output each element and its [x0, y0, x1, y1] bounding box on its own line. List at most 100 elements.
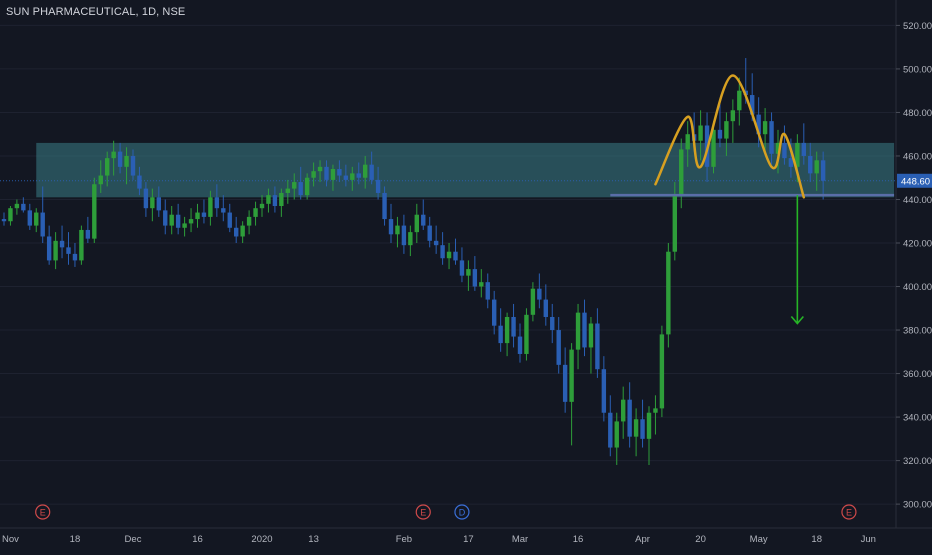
candle[interactable] — [14, 199, 20, 215]
candle[interactable] — [621, 386, 626, 439]
candle[interactable] — [382, 186, 387, 226]
candle[interactable] — [730, 99, 736, 143]
candle[interactable] — [485, 273, 490, 309]
candle[interactable] — [34, 208, 39, 233]
candle[interactable] — [588, 316, 594, 374]
candle[interactable] — [453, 238, 458, 265]
candle[interactable] — [227, 203, 232, 233]
candle[interactable] — [98, 160, 103, 193]
candle[interactable] — [388, 203, 394, 244]
candle[interactable] — [769, 112, 774, 165]
candle[interactable] — [375, 166, 381, 200]
candle[interactable] — [92, 177, 97, 244]
candle[interactable] — [440, 232, 445, 265]
candle[interactable] — [408, 225, 413, 257]
candle[interactable] — [324, 160, 329, 187]
candle[interactable] — [311, 162, 316, 187]
candle[interactable] — [350, 166, 355, 191]
candle[interactable] — [279, 188, 284, 217]
candle[interactable] — [601, 356, 607, 422]
candle[interactable] — [369, 151, 374, 185]
candle[interactable] — [208, 190, 213, 226]
earnings-event-marker[interactable]: E — [415, 504, 431, 520]
candle[interactable] — [724, 112, 729, 156]
candle[interactable] — [782, 125, 787, 165]
candle[interactable] — [201, 199, 207, 224]
candle[interactable] — [511, 303, 516, 348]
candle[interactable] — [530, 282, 536, 322]
candle[interactable] — [124, 147, 129, 185]
candle[interactable] — [595, 308, 600, 378]
candle[interactable] — [272, 186, 278, 213]
candle[interactable] — [472, 256, 478, 291]
candle[interactable] — [53, 232, 58, 270]
candle[interactable] — [163, 199, 168, 235]
candle[interactable] — [659, 325, 665, 418]
candle[interactable] — [8, 206, 13, 226]
candle[interactable] — [524, 308, 529, 361]
candle[interactable] — [614, 412, 619, 465]
candle[interactable] — [421, 199, 426, 230]
candle[interactable] — [46, 225, 52, 265]
candle[interactable] — [537, 273, 542, 309]
candle[interactable] — [550, 303, 555, 344]
candle[interactable] — [446, 243, 452, 270]
candle[interactable] — [259, 195, 265, 217]
candle[interactable] — [195, 203, 200, 228]
candle[interactable] — [363, 155, 368, 189]
candle[interactable] — [246, 210, 252, 235]
candle[interactable] — [266, 188, 271, 213]
earnings-event-marker[interactable]: E — [841, 504, 857, 520]
candle[interactable] — [679, 138, 684, 209]
candle[interactable] — [737, 77, 742, 126]
price-axis[interactable] — [896, 0, 932, 550]
candle[interactable] — [575, 303, 581, 370]
candle[interactable] — [414, 203, 419, 244]
candle[interactable] — [543, 284, 548, 326]
candle[interactable] — [395, 216, 400, 248]
candle[interactable] — [240, 221, 245, 244]
candle[interactable] — [66, 232, 71, 265]
candle[interactable] — [498, 308, 503, 352]
candle[interactable] — [85, 216, 91, 244]
candle[interactable] — [285, 179, 290, 204]
earnings-event-marker[interactable]: E — [35, 504, 51, 520]
dividend-event-marker[interactable]: D — [454, 504, 470, 520]
candle[interactable] — [459, 247, 465, 283]
candle[interactable] — [117, 142, 123, 174]
candle[interactable] — [698, 110, 703, 161]
candle[interactable] — [814, 151, 819, 191]
candle[interactable] — [562, 347, 568, 413]
candle[interactable] — [356, 162, 361, 185]
candle[interactable] — [640, 399, 645, 448]
candle[interactable] — [666, 243, 671, 348]
candle[interactable] — [517, 323, 523, 363]
candle[interactable] — [169, 206, 174, 235]
candle[interactable] — [466, 260, 471, 291]
candle[interactable] — [40, 186, 45, 244]
candle[interactable] — [401, 214, 407, 254]
candle[interactable] — [298, 166, 303, 200]
candle[interactable] — [292, 173, 297, 200]
candle[interactable] — [427, 216, 432, 248]
candle[interactable] — [214, 184, 220, 217]
candle[interactable] — [556, 316, 561, 374]
candle[interactable] — [582, 299, 587, 357]
candle[interactable] — [479, 269, 484, 298]
candle[interactable] — [504, 312, 510, 357]
candle[interactable] — [756, 97, 761, 148]
candle[interactable] — [150, 188, 155, 222]
candle[interactable] — [808, 142, 813, 183]
candle[interactable] — [762, 108, 768, 152]
candle[interactable] — [137, 166, 142, 196]
candle[interactable] — [317, 160, 323, 183]
candle[interactable] — [304, 173, 310, 200]
candle[interactable] — [175, 203, 181, 235]
candle[interactable] — [182, 216, 187, 237]
candle[interactable] — [343, 164, 349, 187]
candle[interactable] — [130, 149, 136, 180]
candle[interactable] — [105, 151, 110, 187]
candle[interactable] — [801, 123, 806, 165]
candle[interactable] — [820, 151, 826, 200]
